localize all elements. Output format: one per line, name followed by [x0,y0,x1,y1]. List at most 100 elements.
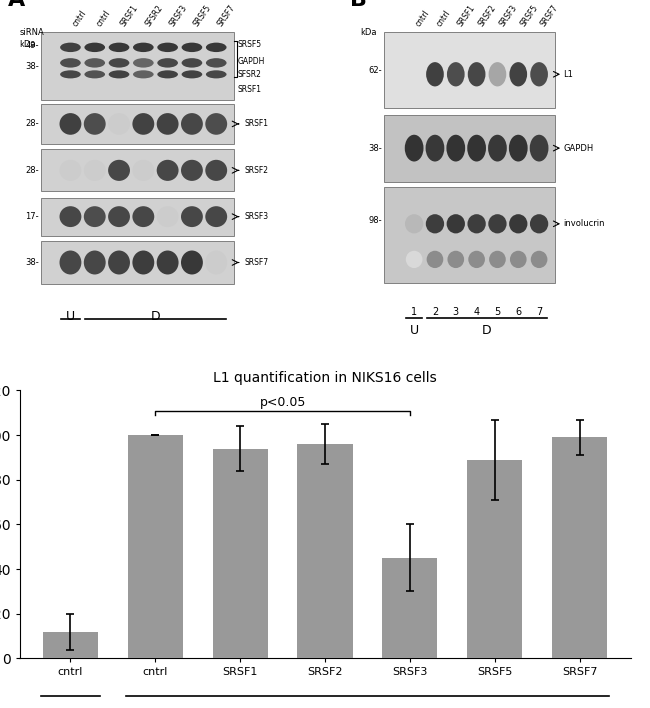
Ellipse shape [530,215,548,234]
Bar [213,449,268,658]
Text: U: U [66,309,75,323]
Ellipse shape [205,113,227,135]
Ellipse shape [109,70,129,79]
Ellipse shape [84,251,106,275]
Ellipse shape [133,42,153,52]
Bar [41,104,235,144]
Ellipse shape [84,206,106,227]
Ellipse shape [108,113,130,135]
Ellipse shape [157,113,179,135]
Bar [41,149,235,191]
Text: A: A [8,0,25,10]
Ellipse shape [489,62,506,86]
Text: SRSF2: SRSF2 [245,166,269,175]
Text: p<0.05: p<0.05 [259,396,306,409]
Text: U: U [66,707,75,708]
Ellipse shape [181,206,203,227]
Ellipse shape [426,62,444,86]
Ellipse shape [468,251,485,268]
Text: SRSF1: SRSF1 [119,4,140,28]
Ellipse shape [206,58,227,67]
Text: 5: 5 [494,307,500,316]
Text: SFSR2: SFSR2 [144,4,164,28]
Title: L1 quantification in NIKS16 cells: L1 quantification in NIKS16 cells [213,371,437,385]
Ellipse shape [84,160,106,181]
Ellipse shape [530,62,548,86]
Text: SRSF7: SRSF7 [539,4,560,28]
Text: SFSR2: SFSR2 [237,70,261,79]
Ellipse shape [157,42,178,52]
Text: 62-: 62- [369,66,382,75]
Ellipse shape [510,62,527,86]
Text: cntrl: cntrl [435,8,452,28]
Text: GAPDH: GAPDH [237,57,265,66]
Ellipse shape [60,113,81,135]
Text: 38-: 38- [369,144,382,153]
Ellipse shape [447,62,465,86]
Text: 6: 6 [515,307,521,316]
Ellipse shape [405,215,423,234]
Text: D: D [363,707,372,708]
Text: 7: 7 [536,307,542,316]
Text: 38-: 38- [25,62,39,71]
Ellipse shape [181,113,203,135]
Text: kDa: kDa [20,40,36,49]
Ellipse shape [133,113,154,135]
Text: 28-: 28- [25,166,39,175]
Ellipse shape [531,251,547,268]
Text: GAPDH: GAPDH [563,144,593,153]
Ellipse shape [133,206,154,227]
Ellipse shape [406,251,423,268]
Bar [41,198,235,236]
Ellipse shape [447,215,465,234]
Text: 4: 4 [474,307,480,316]
Ellipse shape [509,135,528,161]
Ellipse shape [181,70,202,79]
Text: SRSF3: SRSF3 [497,4,519,28]
Ellipse shape [157,70,178,79]
Ellipse shape [60,160,81,181]
Ellipse shape [157,206,179,227]
Text: L1: L1 [563,70,573,79]
Ellipse shape [108,160,130,181]
Ellipse shape [447,251,464,268]
Bar [298,444,352,658]
Ellipse shape [206,70,227,79]
Ellipse shape [205,160,227,181]
Bar [41,33,235,100]
Text: U: U [410,324,419,337]
Ellipse shape [206,42,227,52]
Ellipse shape [84,70,105,79]
Text: SRSF5: SRSF5 [237,40,261,49]
Ellipse shape [489,251,506,268]
Ellipse shape [447,135,465,161]
Text: cntrl: cntrl [95,8,112,28]
Text: SRSF2: SRSF2 [476,4,498,28]
Text: SRSF1: SRSF1 [456,4,477,28]
Ellipse shape [467,215,486,234]
Text: SRSF1: SRSF1 [237,85,261,93]
Ellipse shape [157,58,178,67]
Text: SRSF5: SRSF5 [192,4,213,28]
Text: cntrl: cntrl [70,8,88,28]
Ellipse shape [133,251,154,275]
Ellipse shape [426,135,445,161]
Ellipse shape [109,58,129,67]
Ellipse shape [84,113,106,135]
Ellipse shape [181,42,202,52]
Ellipse shape [60,251,81,275]
Ellipse shape [133,70,153,79]
Text: 3: 3 [452,307,459,316]
Ellipse shape [108,206,130,227]
Text: D: D [151,309,161,323]
Text: SRSF7: SRSF7 [245,258,269,267]
Ellipse shape [468,62,486,86]
Ellipse shape [405,135,424,161]
Ellipse shape [426,251,443,268]
Text: involucrin: involucrin [563,219,604,228]
Ellipse shape [509,215,527,234]
Text: cntrl: cntrl [414,8,432,28]
Text: B: B [350,0,367,10]
Bar [384,187,555,283]
Ellipse shape [205,251,227,275]
